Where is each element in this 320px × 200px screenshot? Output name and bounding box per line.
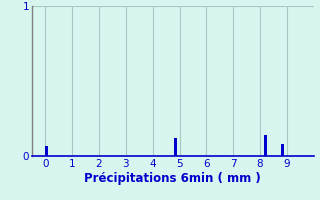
Bar	[174, 138, 177, 156]
Bar	[264, 135, 267, 156]
X-axis label: Précipitations 6min ( mm ): Précipitations 6min ( mm )	[84, 172, 261, 185]
Bar	[45, 146, 48, 156]
Bar	[281, 144, 284, 156]
